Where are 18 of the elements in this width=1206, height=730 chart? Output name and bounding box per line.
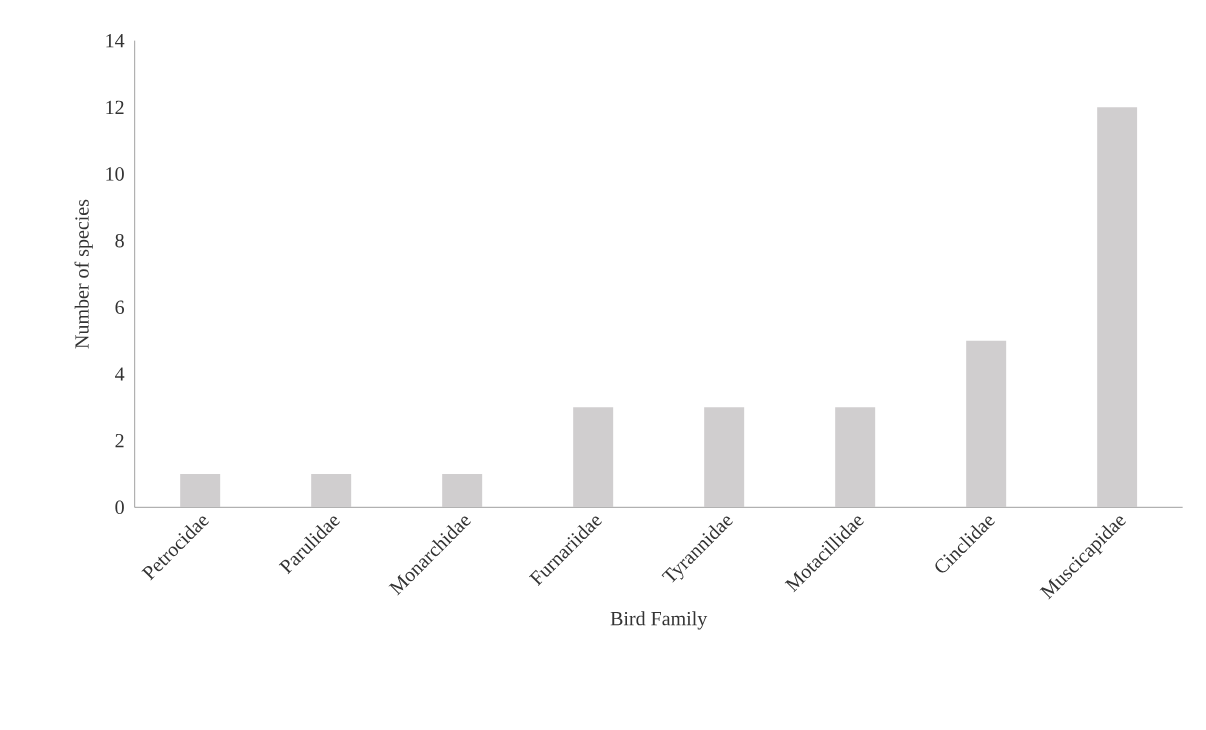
y-axis-title: Number of species bbox=[74, 199, 93, 349]
y-tick-label: 2 bbox=[115, 434, 124, 448]
bar bbox=[180, 473, 221, 508]
y-tick-label: 12 bbox=[106, 100, 124, 114]
y-tick-label: 0 bbox=[115, 500, 124, 515]
bar bbox=[966, 340, 1007, 508]
bar bbox=[1097, 107, 1138, 508]
y-tick-label: 14 bbox=[106, 34, 125, 48]
bar bbox=[573, 407, 614, 508]
bar bbox=[311, 473, 352, 508]
bar bbox=[704, 407, 745, 508]
bar bbox=[835, 407, 876, 508]
y-tick-label: 6 bbox=[115, 300, 125, 315]
x-axis-title: Bird Family bbox=[610, 611, 708, 630]
y-tick-label: 4 bbox=[115, 367, 125, 381]
y-tick-label: 8 bbox=[115, 233, 124, 248]
bar bbox=[442, 473, 483, 508]
y-tick-label: 10 bbox=[106, 167, 124, 181]
